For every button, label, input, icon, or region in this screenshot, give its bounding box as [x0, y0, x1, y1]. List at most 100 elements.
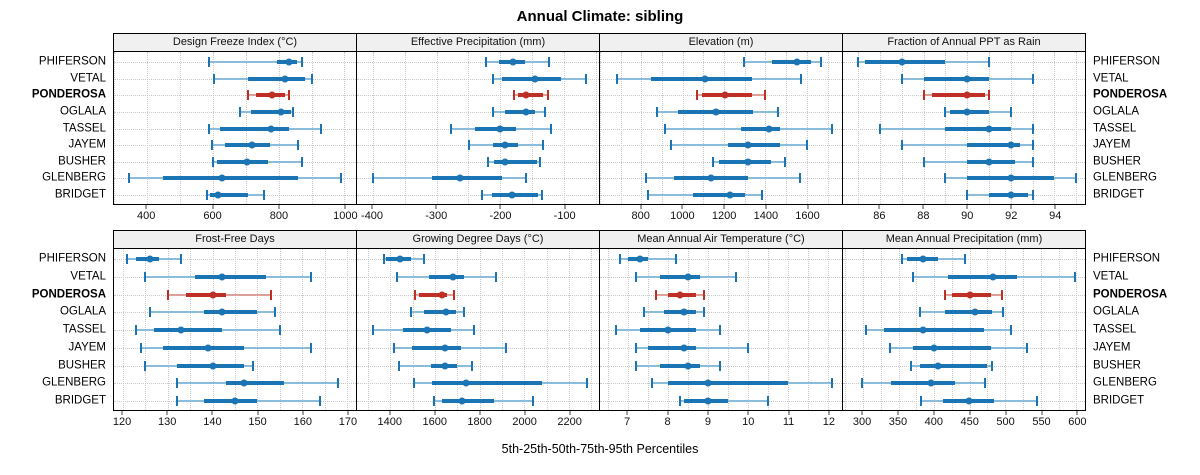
axis-tick-label: 400: [924, 416, 944, 428]
median-dot: [704, 397, 712, 405]
axis-tick: [564, 205, 566, 209]
panel-plot-area: [599, 52, 843, 205]
whisker-cap: [703, 289, 705, 300]
station-label-vetal: VETAL: [1093, 71, 1129, 84]
median-dot: [177, 326, 185, 334]
station-label-busher: BUSHER: [1093, 358, 1141, 371]
box-25th-75th: [728, 143, 780, 148]
box-25th-75th: [891, 381, 956, 386]
median-dot: [963, 108, 971, 116]
vertical-gridline: [524, 249, 526, 410]
station-label-oglala: OGLALA: [59, 105, 106, 118]
whisker-cap: [524, 173, 527, 184]
vertical-gridline: [1058, 249, 1060, 410]
panel-x-axis: 86 88 90 92 94: [842, 205, 1086, 228]
box-25th-75th: [226, 381, 285, 386]
axis-tick-label: 88: [917, 210, 930, 222]
axis-tick: [479, 411, 481, 415]
whisker-cap: [310, 342, 313, 353]
station-label-busher: BUSHER: [1093, 155, 1141, 167]
median-dot: [965, 397, 973, 405]
whisker-cap: [966, 190, 969, 200]
whisker-cap: [547, 90, 550, 101]
vertical-gridline: [1054, 52, 1056, 204]
box-25th-75th: [932, 93, 985, 98]
whisker-cap: [1074, 271, 1077, 282]
axis-tick-label: 1000: [333, 210, 358, 222]
whisker-5th-95th: [619, 258, 676, 260]
median-dot: [456, 174, 464, 182]
whisker-cap: [148, 307, 151, 318]
horizontal-gridline: [357, 294, 599, 296]
figure-title: Annual Climate: sibling: [516, 8, 684, 25]
whisker-cap: [211, 140, 214, 151]
whisker-cap: [205, 190, 208, 200]
whisker-cap: [988, 57, 991, 67]
axis-tick-label: -400: [361, 210, 384, 222]
whisker-cap: [944, 106, 947, 117]
panel-strip-title: Effective Precipitation (mm): [356, 33, 600, 52]
box-25th-75th: [432, 176, 502, 181]
axis-tick: [434, 411, 436, 415]
median-dot: [441, 362, 449, 369]
whisker-cap: [278, 325, 281, 335]
box-25th-75th: [660, 274, 700, 279]
vertical-gridline: [501, 249, 503, 410]
whisker-cap: [548, 57, 551, 67]
panel-effective-precipitation-mm-: Effective Precipitation (mm) -400 -300 -200…: [356, 33, 600, 228]
box-25th-75th: [209, 193, 248, 197]
median-dot: [442, 308, 450, 316]
panel-plot-area: [842, 52, 1086, 205]
axis-tick: [212, 205, 214, 209]
whisker-cap: [213, 73, 216, 84]
axis-tick: [1041, 411, 1042, 415]
axis-tick: [1010, 205, 1012, 209]
panel-frost-free-days: Frost-Free Days 120 130 140 150 160 170: [113, 230, 357, 436]
median-dot: [204, 344, 212, 352]
whisker-cap: [900, 73, 903, 84]
station-label-tassel: TASSEL: [62, 323, 106, 336]
panel-row-bottom: PHIFERSON VETAL PONDEROSA OGLALA TASSEL JAYEM…: [0, 230, 1200, 436]
whisker-cap: [291, 106, 294, 117]
axis-tick: [922, 205, 924, 209]
whisker-cap: [1002, 307, 1005, 318]
horizontal-gridline: [357, 365, 599, 367]
box-25th-75th: [668, 381, 788, 386]
station-label-oglala: OGLALA: [59, 305, 106, 318]
whisker-cap: [678, 396, 681, 406]
whisker-cap: [675, 254, 677, 264]
box-25th-75th: [944, 310, 993, 315]
median-dot: [267, 125, 275, 132]
whisker-cap: [1000, 289, 1003, 300]
station-label-glenberg: GLENBERG: [42, 171, 106, 184]
axis-tick-label: 9: [704, 416, 711, 428]
box-25th-75th: [248, 76, 305, 81]
whisker-cap: [238, 106, 241, 117]
whisker-cap: [310, 271, 313, 282]
median-dot: [146, 255, 154, 263]
vertical-gridline: [546, 249, 548, 410]
panel-strip-title: Mean Annual Air Temperature (°C): [599, 230, 843, 249]
panel-x-axis: 1400 1600 1800 2000 2200: [356, 411, 600, 436]
whisker-cap: [615, 325, 617, 335]
axis-tick-label: 500: [996, 416, 1015, 428]
median-dot: [793, 58, 801, 66]
median-dot: [721, 91, 729, 99]
station-label-vetal: VETAL: [1093, 270, 1129, 282]
vertical-gridline: [641, 52, 643, 204]
axis-tick: [878, 205, 880, 209]
median-dot: [268, 91, 276, 99]
whisker-cap: [473, 325, 476, 335]
axis-tick-label: 2200: [557, 416, 582, 428]
whisker-cap: [432, 396, 435, 406]
whisker-cap: [1031, 190, 1034, 200]
vertical-gridline: [620, 52, 622, 204]
station-label-glenberg: GLENBERG: [42, 376, 106, 389]
median-dot: [898, 58, 906, 66]
median-dot: [214, 191, 222, 199]
median-dot: [664, 326, 672, 334]
panel-growing-degree-days-c-: Growing Degree Days (°C) 1400 1600 1800 2000…: [356, 230, 600, 436]
vertical-gridline: [748, 249, 749, 410]
horizontal-gridline: [114, 111, 356, 113]
panel-x-axis: -400 -300 -200 -100: [356, 205, 600, 228]
